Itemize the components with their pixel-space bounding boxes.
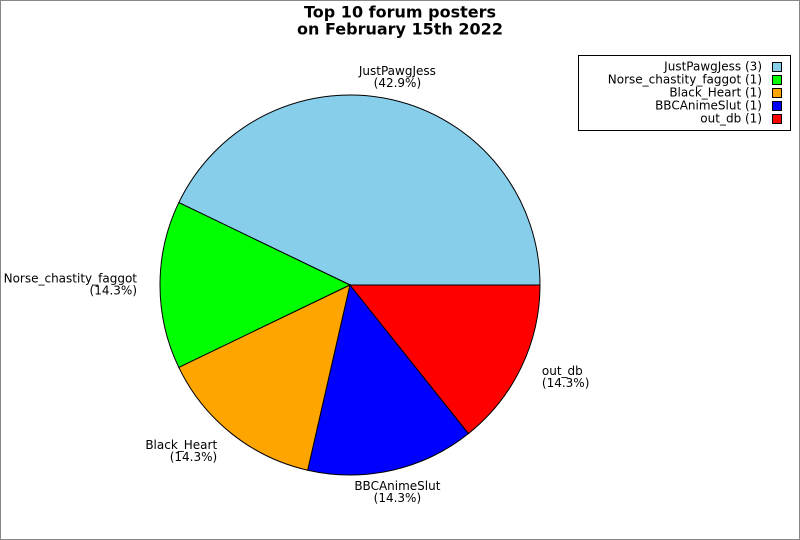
legend-label: Black_Heart (1) — [669, 86, 762, 100]
legend-swatch — [772, 101, 782, 111]
legend-label: BBCAnimeSlut (1) — [655, 99, 762, 113]
legend-label: JustPawgJess (3) — [663, 60, 762, 74]
slice-label: JustPawgJess — [358, 64, 436, 78]
slice-value-label: (14.3%) — [542, 376, 589, 390]
slice-value-label: (42.9%) — [374, 76, 421, 90]
chart-title: Top 10 forum posters — [304, 3, 496, 22]
slice-value-label: (14.3%) — [374, 491, 421, 505]
pie-slice — [159, 201, 352, 369]
legend-label: Norse_chastity_faggot (1) — [608, 73, 762, 87]
chart-title: on February 15th 2022 — [297, 20, 503, 39]
pie-slice — [178, 284, 351, 471]
slice-value-label: (14.3%) — [170, 450, 217, 464]
slice-value-label: (14.3%) — [90, 284, 137, 298]
slice-label: BBCAnimeSlut — [354, 479, 440, 493]
pie-slice — [348, 284, 541, 435]
slice-label: out_db — [542, 364, 583, 378]
legend-swatch — [772, 75, 782, 85]
legend-box — [578, 55, 791, 131]
slice-label: Black_Heart — [145, 438, 217, 452]
slice-label: Norse_chastity_faggot — [4, 272, 138, 286]
legend-swatch — [772, 114, 782, 124]
legend-swatch — [772, 62, 782, 72]
pie-slice — [178, 94, 541, 286]
legend-swatch — [772, 88, 782, 98]
legend-label: out_db (1) — [700, 112, 762, 126]
pie-slice — [307, 283, 470, 476]
